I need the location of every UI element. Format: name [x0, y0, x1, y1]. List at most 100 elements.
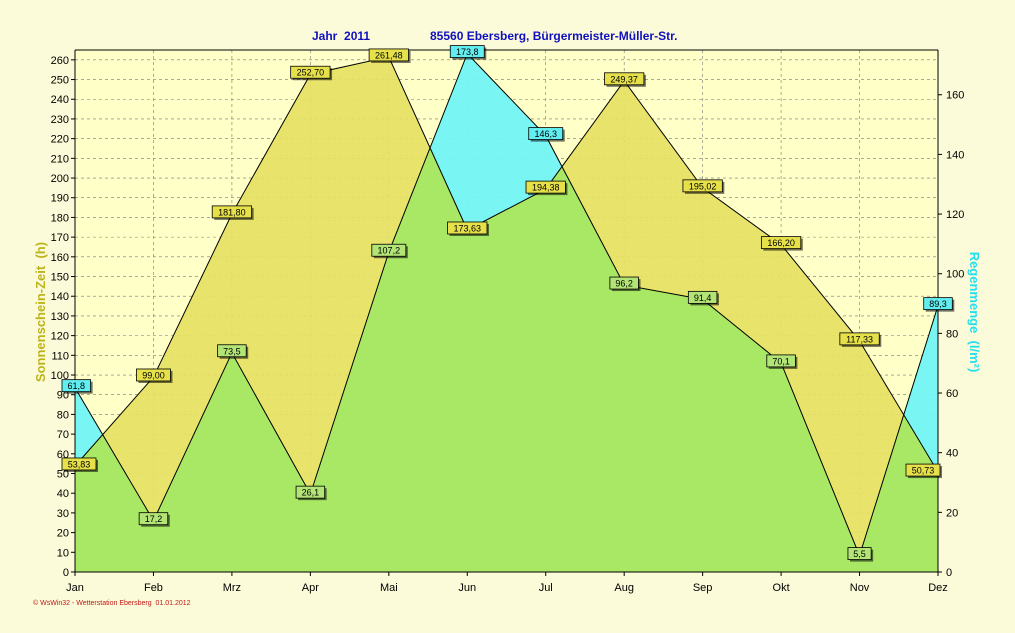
axes [74, 49, 939, 573]
x-tick-label: Aug [614, 582, 634, 594]
left-tick-label: 250 [51, 75, 69, 87]
left-tick-label: 130 [51, 311, 69, 323]
x-tick-label: Dez [928, 582, 948, 594]
rain-data-label: 173,8 [449, 45, 487, 60]
svg-text:70,1: 70,1 [772, 356, 790, 366]
rain-data-label: 73,5 [217, 344, 249, 359]
area-layer [74, 52, 939, 573]
left-tick-label: 40 [57, 488, 69, 500]
svg-text:146,3: 146,3 [534, 129, 557, 139]
rain-line [74, 52, 939, 558]
svg-text:53,83: 53,83 [68, 459, 91, 469]
left-tick-label: 140 [51, 291, 69, 303]
svg-text:5,5: 5,5 [853, 549, 866, 559]
rain-data-label: 89,3 [923, 297, 955, 312]
svg-text:73,5: 73,5 [223, 346, 241, 356]
rain-data-label: 107,2 [371, 243, 408, 259]
x-tick-label: Okt [773, 582, 790, 594]
left-axis-title: Sonnenschein-Zeit (h) [33, 242, 48, 382]
sunshine-data-label: 173,63 [447, 221, 489, 236]
right-tick-label: 80 [946, 328, 958, 340]
svg-text:96,2: 96,2 [615, 279, 633, 289]
right-tick-label: 140 [946, 149, 964, 161]
left-tick-label: 260 [51, 55, 69, 67]
svg-text:173,63: 173,63 [454, 223, 482, 233]
x-tick-label: Feb [144, 582, 163, 594]
right-tick-label: 20 [946, 507, 958, 519]
x-tick-label: Jul [539, 582, 553, 594]
svg-text:61,8: 61,8 [68, 381, 86, 391]
x-tick-label: Sep [693, 582, 713, 594]
x-tick-label: Apr [302, 582, 319, 594]
x-tick-label: Jun [458, 582, 476, 594]
svg-text:252,70: 252,70 [297, 68, 325, 78]
left-tick-label: 30 [57, 508, 69, 520]
sunshine-data-label: 53,83 [61, 457, 98, 472]
sunshine-data-label: 99,00 [136, 368, 173, 383]
left-tick-label: 0 [63, 567, 69, 579]
svg-text:89,3: 89,3 [929, 299, 947, 309]
left-tick-label: 150 [51, 272, 69, 284]
svg-text:99,00: 99,00 [142, 370, 165, 380]
left-tick-label: 160 [51, 252, 69, 264]
sunshine-data-label: 195,02 [682, 179, 725, 194]
svg-text:50,73: 50,73 [912, 466, 935, 476]
svg-text:261,48: 261,48 [375, 50, 403, 60]
rain-data-label: 26,1 [295, 485, 327, 501]
data-labels: 53,83 99,00 181,80 252,70 261,48 173,63 194,38… [61, 45, 955, 562]
left-tick-label: 240 [51, 94, 69, 106]
right-tick-label: 160 [946, 90, 964, 102]
left-tick-label: 110 [51, 350, 69, 362]
rain-data-label: 17,2 [138, 512, 170, 527]
left-tick-label: 200 [51, 173, 69, 185]
left-tick-label: 180 [51, 212, 69, 224]
left-tick-label: 100 [51, 370, 69, 382]
left-tick-label: 220 [51, 134, 69, 146]
rain-data-label: 96,2 [609, 276, 641, 292]
svg-text:181,80: 181,80 [218, 207, 246, 217]
right-tick-label: 0 [946, 567, 952, 579]
sunshine-data-label: 261,48 [368, 48, 411, 63]
left-tick-label: 210 [51, 153, 69, 165]
sunshine-data-label: 249,37 [604, 72, 646, 87]
sunshine-data-label: 166,20 [760, 236, 803, 251]
svg-text:91,4: 91,4 [694, 293, 712, 303]
svg-text:249,37: 249,37 [610, 74, 638, 84]
sunshine-line [74, 56, 939, 473]
sunshine-data-label: 252,70 [290, 65, 333, 81]
rain-data-label: 61,8 [61, 379, 93, 394]
right-tick-label: 100 [946, 269, 964, 281]
sunshine-data-label: 50,73 [905, 463, 942, 479]
svg-text:195,02: 195,02 [689, 181, 717, 191]
left-tick-label: 70 [57, 429, 69, 441]
right-tick-label: 60 [946, 388, 958, 400]
svg-text:173,8: 173,8 [456, 47, 479, 57]
left-tick-label: 230 [51, 114, 69, 126]
left-tick-label: 120 [51, 331, 69, 343]
rain-data-label: 91,4 [687, 290, 719, 306]
rain-data-label: 70,1 [766, 354, 798, 369]
left-tick-label: 190 [51, 193, 69, 205]
chart-title-year: Jahr 2011 [312, 29, 370, 43]
rain-data-label: 146,3 [528, 127, 565, 142]
sunshine-data-label: 194,38 [525, 180, 568, 196]
svg-text:166,20: 166,20 [767, 238, 795, 248]
x-tick-label: Mai [380, 582, 398, 594]
left-tick-label: 20 [57, 528, 69, 540]
sunshine-data-label: 181,80 [211, 205, 254, 220]
rain-data-label: 5,5 [847, 547, 874, 562]
right-tick-label: 120 [946, 209, 964, 221]
sunshine-data-label: 117,33 [839, 332, 882, 347]
x-tick-label: Nov [850, 582, 870, 594]
x-tick-label: Jan [66, 582, 84, 594]
right-axis-title: Regenmenge (l/m²) [967, 252, 982, 373]
left-tick-label: 10 [57, 547, 69, 559]
right-tick-label: 40 [946, 448, 958, 460]
svg-text:26,1: 26,1 [302, 488, 320, 498]
x-tick-label: Mrz [223, 582, 241, 594]
overlap-area [75, 56, 938, 572]
footer-credit: © WsWin32 - Wetterstation Ebersberg 01.0… [33, 599, 191, 607]
svg-text:117,33: 117,33 [846, 334, 873, 344]
svg-text:17,2: 17,2 [145, 514, 163, 524]
